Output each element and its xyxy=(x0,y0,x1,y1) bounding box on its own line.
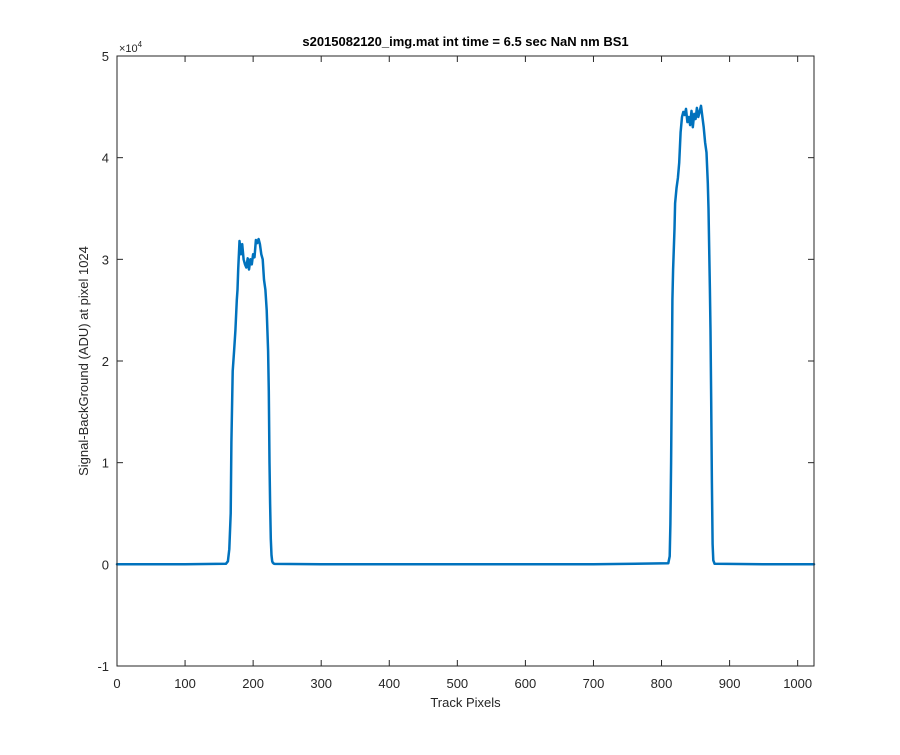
plot-area xyxy=(117,56,814,666)
x-tick-label: 1000 xyxy=(783,676,812,691)
x-axis-label: Track Pixels xyxy=(430,695,501,710)
y-exponent-base: ×10 xyxy=(119,43,138,55)
y-axis-label: Signal-BackGround (ADU) at pixel 1024 xyxy=(76,246,91,476)
y-tick-label: 0 xyxy=(102,557,109,572)
x-tick-label: 400 xyxy=(378,676,400,691)
y-tick-label: 4 xyxy=(102,151,109,166)
y-tick-label: -1 xyxy=(97,659,109,674)
series-layer xyxy=(115,104,816,566)
y-tick-label: 2 xyxy=(102,354,109,369)
y-tick-label: 3 xyxy=(102,252,109,267)
y-tick-label: 5 xyxy=(102,49,109,64)
x-axis-ticks: 0 100 200 300 400 500 600 700 800 900 1000 xyxy=(113,56,812,691)
chart-title: s2015082120_img.mat int time = 6.5 sec N… xyxy=(302,34,628,49)
x-tick-label: 500 xyxy=(446,676,468,691)
series-line xyxy=(115,104,816,566)
x-tick-label: 700 xyxy=(583,676,605,691)
y-axis-exponent: ×104 xyxy=(119,40,143,55)
x-tick-label: 200 xyxy=(242,676,264,691)
x-tick-label: 300 xyxy=(310,676,332,691)
x-tick-label: 900 xyxy=(719,676,741,691)
y-exponent-power: 4 xyxy=(138,40,143,49)
y-tick-label: 1 xyxy=(102,456,109,471)
x-tick-label: 600 xyxy=(515,676,537,691)
x-tick-label: 0 xyxy=(113,676,120,691)
x-tick-label: 100 xyxy=(174,676,196,691)
x-tick-label: 800 xyxy=(651,676,673,691)
plot-frame xyxy=(116,55,815,667)
